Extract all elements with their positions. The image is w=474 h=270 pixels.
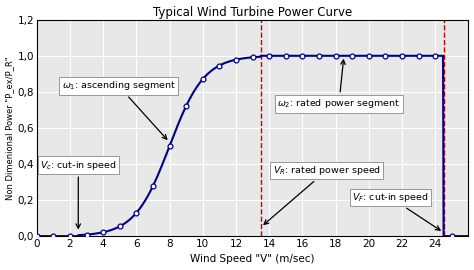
- X-axis label: Wind Speed "V" (m/sec): Wind Speed "V" (m/sec): [191, 254, 315, 264]
- Text: $V_R$: rated power speed: $V_R$: rated power speed: [264, 164, 381, 224]
- Text: $\omega_2$: rated power segment: $\omega_2$: rated power segment: [277, 60, 401, 110]
- Title: Typical Wind Turbine Power Curve: Typical Wind Turbine Power Curve: [153, 6, 352, 19]
- Text: $V_c$: cut-in speed: $V_c$: cut-in speed: [40, 158, 117, 228]
- Text: $V_F$: cut-in speed: $V_F$: cut-in speed: [352, 191, 440, 230]
- Y-axis label: Non Dimenional Power "P_ex/P_R": Non Dimenional Power "P_ex/P_R": [6, 56, 15, 200]
- Text: $\omega_1$: ascending segment: $\omega_1$: ascending segment: [62, 79, 175, 139]
